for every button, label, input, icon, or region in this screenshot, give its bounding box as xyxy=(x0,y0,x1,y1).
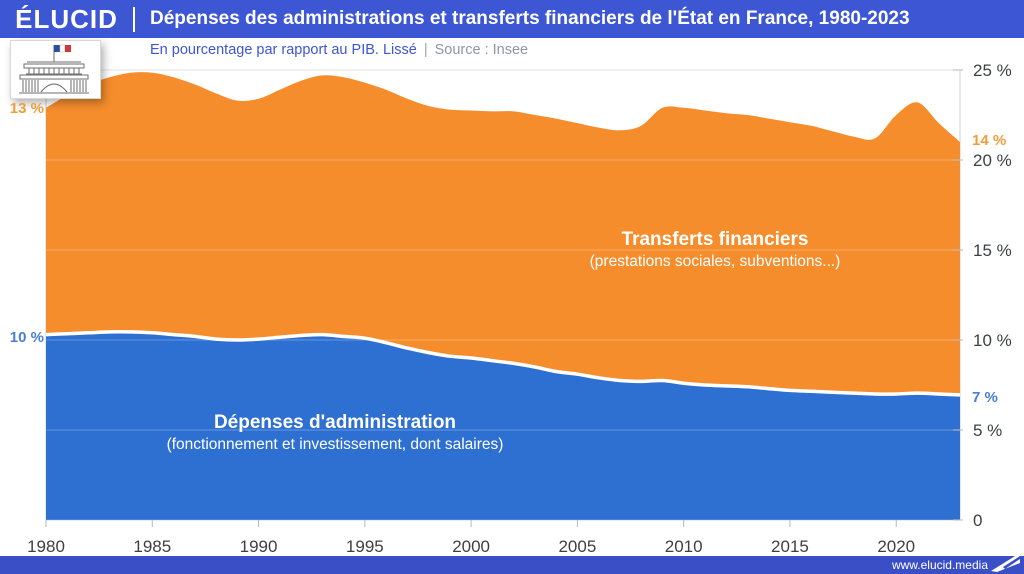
area-admin xyxy=(46,331,960,520)
endpoint-label-1980-transfers: 13 % xyxy=(9,100,44,117)
endpoint-label-1980-admin: 10 % xyxy=(9,329,44,346)
svg-text:2000: 2000 xyxy=(452,537,490,556)
svg-text:25 %: 25 % xyxy=(973,61,1012,80)
series-boundary-line xyxy=(45,330,961,397)
svg-text:5 %: 5 % xyxy=(973,421,1002,440)
admin-series-subtitle: (fonctionnement et investissement, dont … xyxy=(166,436,504,453)
elucid-wordmark: ÉLUCID xyxy=(15,3,118,34)
subtitle-text: En pourcentage par rapport au PIB. Lissé xyxy=(150,42,417,58)
header-divider xyxy=(133,6,135,32)
footer-url: www.elucid.media xyxy=(891,558,988,572)
french-flag-icon xyxy=(54,44,71,53)
axis-labels: 0 5 % 10 % 15 % 20 % 25 % 1980 1985 1990 1995 2000… xyxy=(27,61,1012,556)
transfers-series-title: Transferts financiers xyxy=(621,229,809,250)
subtitle-row: En pourcentage par rapport au PIB. Lissé… xyxy=(150,42,528,58)
svg-text:0: 0 xyxy=(973,511,982,530)
assembly-building-icon xyxy=(10,40,101,99)
header-bar: ÉLUCID Dépenses des administrations et t… xyxy=(0,0,1024,38)
svg-text:2015: 2015 xyxy=(771,537,809,556)
svg-text:1985: 1985 xyxy=(133,537,171,556)
svg-text:2020: 2020 xyxy=(877,537,915,556)
svg-text:2010: 2010 xyxy=(665,537,703,556)
svg-text:15 %: 15 % xyxy=(973,241,1012,260)
elucid-logo-icon xyxy=(991,553,1020,572)
footer-bar xyxy=(0,556,1024,574)
source-text: Source : Insee xyxy=(434,42,529,58)
svg-text:10 %: 10 % xyxy=(973,331,1012,350)
transfers-series-label: Transferts financiers (prestations socia… xyxy=(515,228,915,273)
admin-series-label: Dépenses d'administration (fonctionnemen… xyxy=(135,411,535,456)
endpoint-label-2023-transfers: 14 % xyxy=(972,132,1007,149)
svg-text:1995: 1995 xyxy=(346,537,384,556)
svg-text:20 %: 20 % xyxy=(973,151,1012,170)
svg-text:2005: 2005 xyxy=(558,537,596,556)
endpoint-label-2023-admin: 7 % xyxy=(972,389,998,406)
admin-series-title: Dépenses d'administration xyxy=(213,412,457,433)
transfers-series-subtitle: (prestations sociales, subventions...) xyxy=(589,253,841,270)
gridline-overlay xyxy=(46,69,960,521)
page-title: Dépenses des administrations et transfer… xyxy=(150,8,910,29)
svg-text:1990: 1990 xyxy=(240,537,278,556)
svg-text:1980: 1980 xyxy=(27,537,65,556)
area-series xyxy=(46,72,960,520)
subtitle-separator: | xyxy=(423,42,428,58)
